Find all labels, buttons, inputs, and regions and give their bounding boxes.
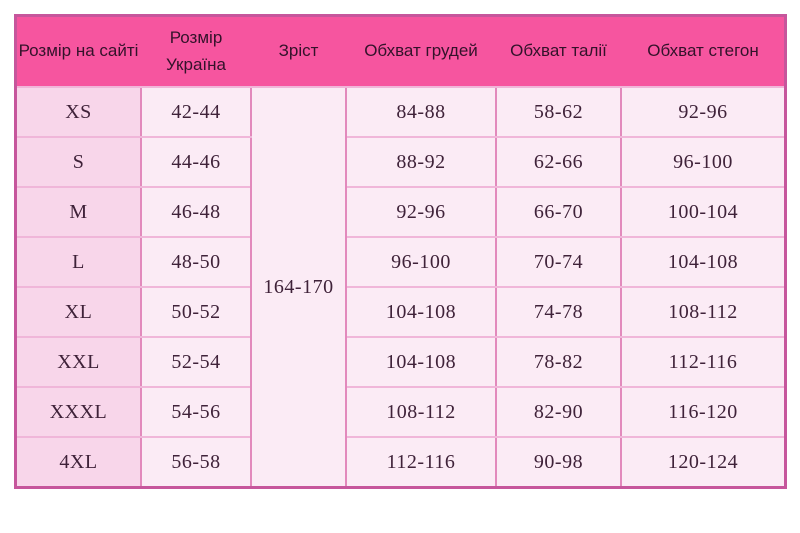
cell-hips: 104-108 [620, 236, 784, 288]
size-chart-table: Розмір на сайті Розмір Україна Зріст Обх… [17, 17, 784, 486]
cell-chest: 104-108 [345, 336, 497, 388]
cell-chest: 88-92 [345, 136, 497, 188]
cell-size-site: 4XL [17, 436, 142, 486]
cell-waist: 74-78 [495, 286, 622, 338]
cell-hips: 92-96 [620, 86, 784, 138]
cell-size-site: XXL [17, 336, 142, 388]
cell-size-site: XXXL [17, 386, 142, 438]
cell-size-site: L [17, 236, 142, 288]
table-row-xxxl: XXXL 54-56 108-112 82-90 116-120 [17, 386, 784, 438]
cell-size-site: S [17, 136, 142, 188]
cell-waist: 66-70 [495, 186, 622, 238]
cell-hips: 100-104 [620, 186, 784, 238]
header-chest: Обхват грудей [345, 17, 497, 88]
header-row: Розмір на сайті Розмір Україна Зріст Обх… [17, 17, 784, 88]
cell-size-site: XL [17, 286, 142, 338]
table-row-xxl: XXL 52-54 104-108 78-82 112-116 [17, 336, 784, 388]
cell-size-ua: 46-48 [140, 186, 252, 238]
cell-chest: 108-112 [345, 386, 497, 438]
header-waist: Обхват талії [495, 17, 622, 88]
cell-size-site: M [17, 186, 142, 238]
cell-size-ua: 42-44 [140, 86, 252, 138]
cell-chest: 96-100 [345, 236, 497, 288]
cell-size-site: XS [17, 86, 142, 138]
cell-size-ua: 54-56 [140, 386, 252, 438]
cell-chest: 112-116 [345, 436, 497, 486]
cell-waist: 62-66 [495, 136, 622, 188]
header-hips: Обхват стегон [620, 17, 784, 88]
cell-waist: 78-82 [495, 336, 622, 388]
cell-waist: 70-74 [495, 236, 622, 288]
cell-waist: 58-62 [495, 86, 622, 138]
table-row-4xl: 4XL 56-58 112-116 90-98 120-124 [17, 436, 784, 486]
size-chart-table-container: Розмір на сайті Розмір Україна Зріст Обх… [14, 14, 787, 489]
cell-waist: 90-98 [495, 436, 622, 486]
header-size-ukraine: Розмір Україна [140, 17, 252, 88]
cell-waist: 82-90 [495, 386, 622, 438]
table-row-s: S 44-46 88-92 62-66 96-100 [17, 136, 784, 188]
table-row-xl: XL 50-52 104-108 74-78 108-112 [17, 286, 784, 338]
cell-size-ua: 52-54 [140, 336, 252, 388]
cell-height-merged: 164-170 [250, 87, 347, 486]
cell-chest: 84-88 [345, 86, 497, 138]
cell-hips: 96-100 [620, 136, 784, 188]
table-row-m: M 46-48 92-96 66-70 100-104 [17, 186, 784, 238]
cell-size-ua: 44-46 [140, 136, 252, 188]
cell-hips: 108-112 [620, 286, 784, 338]
header-size-site: Розмір на сайті [17, 17, 142, 88]
cell-chest: 104-108 [345, 286, 497, 338]
header-height: Зріст [250, 17, 347, 88]
cell-size-ua: 48-50 [140, 236, 252, 288]
table-row-xs: XS 42-44 164-170 84-88 58-62 92-96 [17, 86, 784, 486]
cell-hips: 112-116 [620, 336, 784, 388]
cell-hips: 120-124 [620, 436, 784, 486]
cell-size-ua: 56-58 [140, 436, 252, 486]
cell-size-ua: 50-52 [140, 286, 252, 338]
table-row-l: L 48-50 96-100 70-74 104-108 [17, 236, 784, 288]
cell-hips: 116-120 [620, 386, 784, 438]
cell-chest: 92-96 [345, 186, 497, 238]
